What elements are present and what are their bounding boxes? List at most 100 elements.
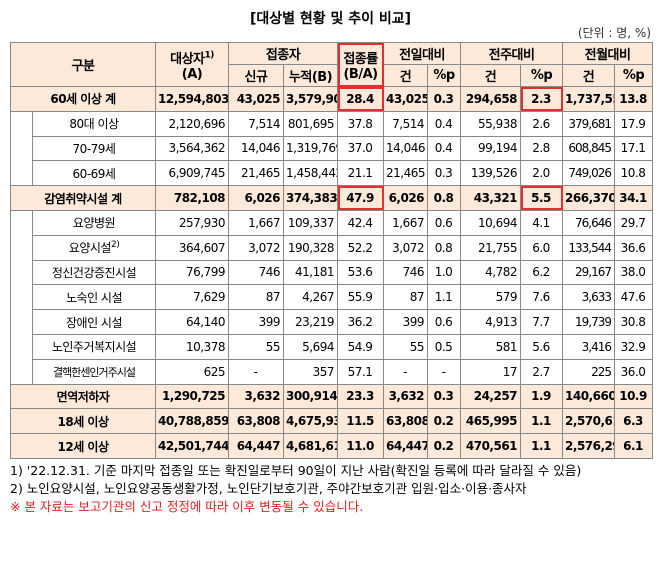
data-cell: 7,514 bbox=[383, 110, 429, 137]
data-cell: 6,026 bbox=[228, 185, 285, 211]
data-cell: 2,570,616 bbox=[562, 408, 616, 435]
table-header: 구분 대상자1) (A) 접종자 접종률 (B/A) 전일대비 전주대비 전월대비 … bbox=[9, 42, 654, 87]
data-cell: 17.9 bbox=[614, 110, 654, 137]
header-cell: %p bbox=[614, 64, 654, 87]
data-cell: 399 bbox=[383, 309, 429, 335]
data-cell: 54.9 bbox=[337, 333, 385, 360]
data-cell: 17 bbox=[460, 358, 522, 385]
row-label-text: 70-79세 bbox=[72, 141, 116, 156]
data-cell: 28.4 bbox=[337, 86, 385, 112]
data-cell: 294,658 bbox=[460, 86, 522, 112]
data-cell: 57.1 bbox=[337, 358, 385, 385]
data-cell: 2.0 bbox=[520, 160, 564, 187]
data-cell: 55,938 bbox=[460, 110, 522, 137]
data-cell: 374,383 bbox=[283, 185, 339, 211]
data-cell: 2.8 bbox=[520, 135, 564, 162]
data-cell: 0.3 bbox=[427, 383, 462, 410]
header-cell: 건 bbox=[383, 64, 429, 87]
data-cell: 30.8 bbox=[614, 309, 654, 335]
data-cell: 21.1 bbox=[337, 160, 385, 187]
data-cell: 1.1 bbox=[427, 284, 462, 311]
data-cell: 11.0 bbox=[337, 433, 385, 459]
unit: (단위 : 명, %) bbox=[577, 26, 651, 40]
data-cell: 76,646 bbox=[562, 209, 616, 236]
data-cell: 19,739 bbox=[562, 309, 616, 335]
table-row: 감염취약시설 계 782,108 6,026 374,383 47.9 6,026 0.8 4… bbox=[9, 185, 654, 211]
footnote: ※ 본 자료는 보고기관의 신고 정정에 따라 이후 변동될 수 있습니다. bbox=[10, 499, 364, 514]
data-cell: 3,632 bbox=[228, 383, 285, 410]
data-cell: 12,594,803 bbox=[155, 86, 230, 112]
row-label-text: 12세 이상 bbox=[57, 439, 110, 454]
data-cell: 749,026 bbox=[562, 160, 616, 187]
data-cell: 21,465 bbox=[383, 160, 429, 187]
header-text: 대상자 bbox=[170, 51, 205, 67]
title: [대상별 현황 및 추이 비교] bbox=[249, 11, 412, 27]
data-cell: 0.3 bbox=[427, 160, 462, 187]
data-cell: 2,120,696 bbox=[155, 110, 230, 137]
data-cell: 746 bbox=[228, 259, 285, 286]
row-label-text: 감염취약시설 계 bbox=[44, 191, 122, 206]
row-label-text: 60-69세 bbox=[72, 166, 116, 181]
data-cell: 801,695 bbox=[283, 110, 339, 137]
header-text: (A) bbox=[181, 66, 203, 82]
data-cell: 34.1 bbox=[614, 185, 654, 211]
row-label: 요양시설2) bbox=[31, 234, 157, 261]
row-label: 감염취약시설 계 bbox=[9, 185, 157, 211]
data-cell: 0.3 bbox=[427, 86, 462, 112]
header-row: 신규 누적(B) 건 %p 건 %p 건 %p bbox=[11, 64, 654, 87]
data-cell: - bbox=[427, 358, 462, 385]
data-cell: 36.6 bbox=[614, 234, 654, 261]
data-cell: 7.7 bbox=[520, 309, 564, 335]
data-cell: 7.6 bbox=[520, 284, 564, 311]
row-label-text: 노인주거복지시설 bbox=[51, 340, 137, 355]
data-cell: 6,909,745 bbox=[155, 160, 230, 187]
data-cell: 13.8 bbox=[614, 86, 654, 112]
row-label: 노숙인 시설 bbox=[31, 284, 157, 311]
row-label: 노인주거복지시설 bbox=[31, 333, 157, 360]
data-cell: 4,913 bbox=[460, 309, 522, 335]
data-cell: 190,328 bbox=[283, 234, 339, 261]
header-cell: 접종률 (B/A) bbox=[337, 42, 385, 87]
header-cell: 전일대비 bbox=[383, 42, 462, 65]
data-cell: 3,632 bbox=[383, 383, 429, 410]
data-cell: 782,108 bbox=[155, 185, 230, 211]
data-cell: 0.5 bbox=[427, 333, 462, 360]
data-cell: 140,660 bbox=[562, 383, 616, 410]
data-cell: 0.6 bbox=[427, 309, 462, 335]
data-cell: 0.4 bbox=[427, 135, 462, 162]
row-label: 요양병원 bbox=[31, 209, 157, 236]
data-cell: 465,995 bbox=[460, 408, 522, 435]
data-cell: 63,808 bbox=[383, 408, 429, 435]
data-cell: - bbox=[228, 358, 285, 385]
data-cell: 399 bbox=[228, 309, 285, 335]
row-label: 80대 이상 bbox=[31, 110, 157, 137]
data-cell: 1,667 bbox=[228, 209, 285, 236]
row-label: 12세 이상 bbox=[9, 433, 157, 459]
data-cell: 47.6 bbox=[614, 284, 654, 311]
data-cell: 5.5 bbox=[520, 185, 564, 211]
data-cell: 1.0 bbox=[427, 259, 462, 286]
table-row: 노인주거복지시설 10,378 55 5,694 54.9 55 0.5 581 5.6 3,41… bbox=[11, 333, 654, 360]
data-table: 구분 대상자1) (A) 접종자 접종률 (B/A) 전일대비 전주대비 전월대비 … bbox=[9, 42, 654, 459]
data-cell: 2.7 bbox=[520, 358, 564, 385]
data-cell: 43,321 bbox=[460, 185, 522, 211]
table-row: 60-69세 6,909,745 21,465 1,458,442 21.1 21,465… bbox=[11, 160, 654, 187]
data-cell: 266,370 bbox=[562, 185, 616, 211]
header-cell: %p bbox=[520, 64, 564, 87]
data-cell: 746 bbox=[383, 259, 429, 286]
table-row: 12세 이상42,501,74464,4474,681,61111.064,44… bbox=[9, 433, 654, 459]
data-cell: 41,181 bbox=[283, 259, 339, 286]
footnote-mark: 2) bbox=[110, 240, 120, 251]
footnote: 2) 노인요양시설, 노인요양공동생활가정, 노인단기보호기관, 주야간보호기관… bbox=[10, 481, 527, 496]
data-cell: 3,633 bbox=[562, 284, 616, 311]
data-cell: 3,579,906 bbox=[283, 86, 339, 112]
data-cell: 1,737,552 bbox=[562, 86, 616, 112]
data-cell: 55.9 bbox=[337, 284, 385, 311]
data-cell: 6.0 bbox=[520, 234, 564, 261]
data-cell: 1.1 bbox=[520, 408, 564, 435]
data-cell: 579 bbox=[460, 284, 522, 311]
data-cell: 43,025 bbox=[228, 86, 285, 112]
data-cell: 0.2 bbox=[427, 433, 462, 459]
data-cell: 470,561 bbox=[460, 433, 522, 459]
